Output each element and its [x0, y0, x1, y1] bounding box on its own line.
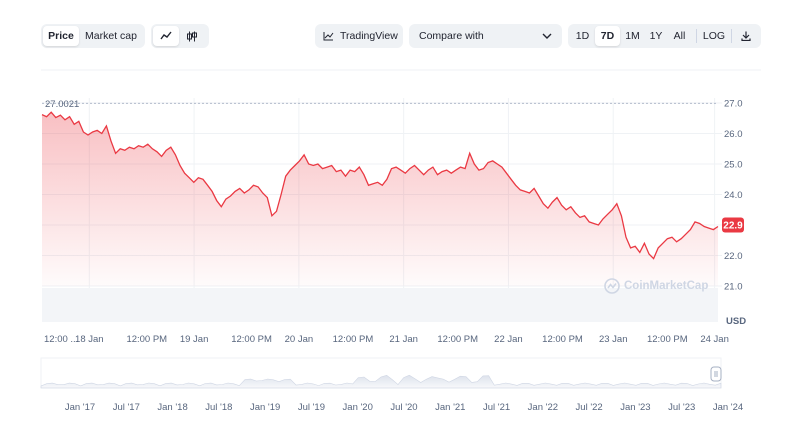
market-cap-tab[interactable]: Market cap — [85, 30, 137, 42]
navigator-tick-label: Jan '18 — [157, 402, 187, 413]
price-line[interactable] — [41, 111, 719, 260]
download-icon — [741, 31, 751, 41]
toolbar-divider-2 — [731, 29, 732, 43]
max-price-label: 27.0021 — [45, 99, 79, 110]
range-7d[interactable]: 7D — [595, 26, 620, 46]
navigator-tick-label: Jul '17 — [113, 402, 140, 413]
x-tick-label: 12:00 PM — [333, 334, 374, 345]
tradingview-icon — [323, 31, 334, 41]
y-tick-label: 24.0 — [724, 190, 743, 201]
y-tick-label: 22.0 — [724, 251, 743, 262]
tradingview-button[interactable]: TradingView — [315, 24, 403, 48]
navigator-tick-label: Jul '18 — [205, 402, 232, 413]
navigator-tick-label: Jan '20 — [343, 402, 373, 413]
x-tick-label: 12:00 PM — [437, 334, 478, 345]
current-price-label: 22.9 — [723, 221, 743, 232]
price-tab[interactable]: Price — [43, 26, 79, 46]
range-1d[interactable]: 1D — [575, 30, 590, 42]
x-tick-label: 18 Jan — [75, 334, 104, 345]
y-tick-label: 21.0 — [724, 282, 743, 293]
x-tick-label: 22 Jan — [494, 334, 523, 345]
range-all[interactable]: All — [673, 30, 686, 42]
navigator-tick-label: Jan '22 — [528, 402, 558, 413]
download-button[interactable] — [736, 26, 756, 46]
current-price-badge — [722, 217, 744, 233]
x-tick-label: 24 Jan — [700, 334, 729, 345]
line-chart-icon — [160, 31, 172, 41]
coinmarketcap-watermark: CoinMarketCap — [604, 278, 708, 294]
x-tick-label: 12:00 ... — [44, 334, 78, 345]
price-marketcap-toggle: Price Market cap — [41, 24, 145, 48]
navigator-tick-label: Jan '17 — [65, 402, 95, 413]
log-scale-button[interactable]: LOG — [702, 30, 726, 42]
x-tick-label: 12:00 PM — [231, 334, 272, 345]
candlestick-icon — [186, 31, 198, 42]
y-tick-label: 27.0 — [724, 99, 743, 110]
y-tick-label: 25.0 — [724, 160, 743, 171]
navigator-tick-label: Jan '19 — [250, 402, 280, 413]
x-tick-label: 20 Jan — [285, 334, 314, 345]
navigator-handle[interactable] — [710, 366, 722, 382]
navigator-tick-label: Jul '19 — [298, 402, 325, 413]
navigator-tick-label: Jul '22 — [576, 402, 603, 413]
line-chart-button[interactable] — [153, 26, 179, 46]
coinmarketcap-logo-icon — [604, 278, 620, 294]
x-tick-label: 12:00 PM — [647, 334, 688, 345]
x-tick-label: 12:00 PM — [542, 334, 583, 345]
chevron-down-icon — [542, 33, 552, 39]
navigator-area — [40, 374, 722, 389]
compare-with-select[interactable]: Compare with — [409, 24, 562, 48]
x-tick-label: 21 Jan — [389, 334, 418, 345]
price-area-fill — [42, 112, 718, 286]
navigator-tick-label: Jul '20 — [390, 402, 417, 413]
volume-band — [42, 288, 718, 322]
x-tick-label: 12:00 PM — [126, 334, 167, 345]
navigator-tick-label: Jul '23 — [668, 402, 695, 413]
range-1m[interactable]: 1M — [625, 30, 640, 42]
y-tick-label: 26.0 — [724, 129, 743, 140]
toolbar-divider — [696, 29, 697, 43]
time-range-toggle: 1D 7D 1M 1Y All LOG — [568, 24, 761, 48]
navigator-tick-label: Jan '21 — [435, 402, 465, 413]
compare-with-label: Compare with — [419, 30, 484, 42]
x-tick-label: 23 Jan — [599, 334, 628, 345]
navigator-tick-label: Jul '21 — [483, 402, 510, 413]
watermark-text: CoinMarketCap — [624, 280, 709, 292]
x-tick-label: 19 Jan — [180, 334, 209, 345]
navigator-tick-label: Jan '23 — [620, 402, 650, 413]
tradingview-label: TradingView — [340, 30, 398, 42]
navigator-tick-label: Jan '24 — [713, 402, 743, 413]
candlestick-chart-button[interactable] — [179, 26, 205, 46]
chart-type-toggle — [151, 24, 209, 48]
y-axis-unit-label: USD — [726, 316, 746, 327]
range-1y[interactable]: 1Y — [649, 30, 663, 42]
